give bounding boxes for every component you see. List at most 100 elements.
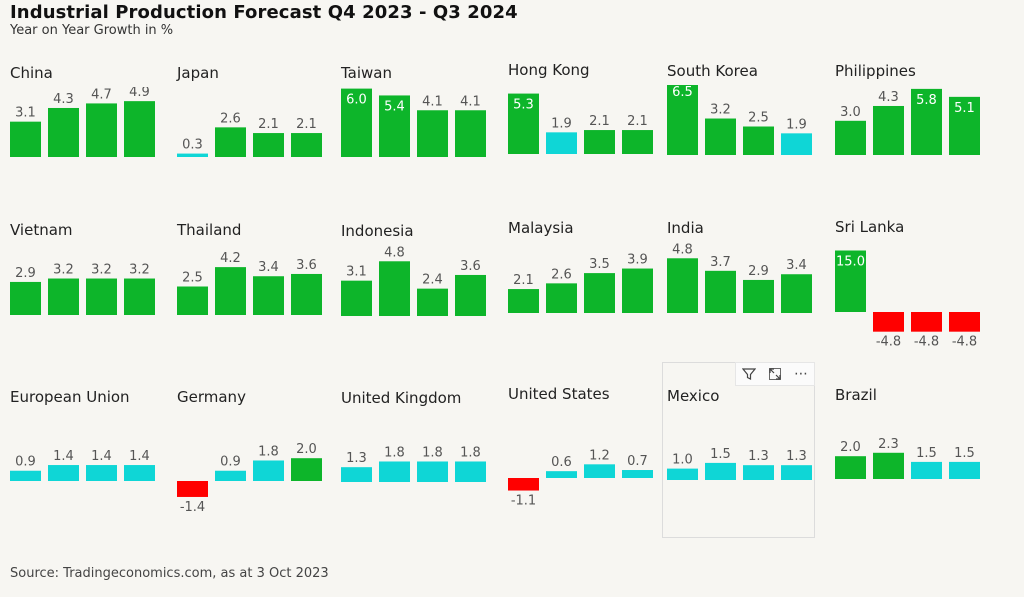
bar-south-korea-3[interactable] xyxy=(743,126,774,156)
bar-japan-3[interactable] xyxy=(253,133,284,157)
bar-sri-lanka-3[interactable] xyxy=(911,312,942,332)
data-label: 2.1 xyxy=(296,117,317,132)
bar-vietnam-3[interactable] xyxy=(86,278,117,315)
mini-bar-chart: 2.0 2.3 1.5 1.5 xyxy=(835,437,980,479)
data-label: 3.5 xyxy=(589,257,610,272)
bar-hong-kong-4[interactable] xyxy=(622,130,653,154)
bar-indonesia-1[interactable] xyxy=(341,280,372,316)
chart-subtitle: Year on Year Growth in % xyxy=(10,23,174,38)
bar-india-2[interactable] xyxy=(705,270,736,313)
bar-thailand-3[interactable] xyxy=(253,276,284,315)
bar-european-union-1[interactable] xyxy=(10,470,41,481)
bar-thailand-4[interactable] xyxy=(291,273,322,315)
bar-united-states-3[interactable] xyxy=(584,464,615,478)
bar-philippines-2[interactable] xyxy=(873,105,904,155)
panel-title-taiwan: Taiwan xyxy=(341,64,393,82)
bar-vietnam-4[interactable] xyxy=(124,278,155,315)
data-label: 3.2 xyxy=(91,263,112,278)
bar-china-1[interactable] xyxy=(10,121,41,157)
mini-bar-chart: 3.0 4.3 5.8 5.1 xyxy=(835,88,980,155)
bar-china-3[interactable] xyxy=(86,103,117,157)
bar-hong-kong-3[interactable] xyxy=(584,130,615,154)
bar-germany-3[interactable] xyxy=(253,460,284,481)
bar-hong-kong-2[interactable] xyxy=(546,132,577,154)
mini-bar-chart: 1.0 1.5 1.3 1.3 xyxy=(667,447,812,480)
bar-vietnam-1[interactable] xyxy=(10,281,41,315)
bar-sri-lanka-4[interactable] xyxy=(949,312,980,332)
bar-japan-2[interactable] xyxy=(215,127,246,157)
bar-philippines-1[interactable] xyxy=(835,120,866,155)
mini-bar-chart: -1.4 0.9 1.8 2.0 xyxy=(177,442,322,515)
data-label: 1.3 xyxy=(346,451,367,466)
bar-taiwan-2[interactable] xyxy=(379,95,410,157)
bar-japan-1[interactable] xyxy=(177,153,208,157)
data-label: 2.6 xyxy=(551,267,572,282)
panel-title-indonesia: Indonesia xyxy=(341,222,414,240)
bar-south-korea-4[interactable] xyxy=(781,133,812,155)
data-label: 1.2 xyxy=(589,448,610,463)
bar-germany-2[interactable] xyxy=(215,470,246,481)
bar-taiwan-3[interactable] xyxy=(417,110,448,157)
bar-mexico-2[interactable] xyxy=(705,462,736,480)
bar-united-kingdom-3[interactable] xyxy=(417,461,448,482)
bar-mexico-1[interactable] xyxy=(667,468,698,480)
bar-brazil-4[interactable] xyxy=(949,461,980,479)
bar-taiwan-1[interactable] xyxy=(341,88,372,157)
data-label: 1.8 xyxy=(258,444,279,459)
bar-vietnam-2[interactable] xyxy=(48,278,79,315)
bar-united-states-1[interactable] xyxy=(508,478,539,491)
bar-japan-4[interactable] xyxy=(291,133,322,157)
panel-title-european-union: European Union xyxy=(10,388,130,406)
bar-sri-lanka-2[interactable] xyxy=(873,312,904,332)
bar-european-union-2[interactable] xyxy=(48,465,79,481)
bar-brazil-2[interactable] xyxy=(873,452,904,479)
bar-china-4[interactable] xyxy=(124,101,155,157)
data-label: 2.0 xyxy=(296,442,317,457)
bar-united-kingdom-2[interactable] xyxy=(379,461,410,482)
bar-united-states-4[interactable] xyxy=(622,470,653,478)
bar-philippines-4[interactable] xyxy=(949,96,980,155)
bar-south-korea-2[interactable] xyxy=(705,118,736,155)
mini-bar-chart: 0.9 1.4 1.4 1.4 xyxy=(10,449,155,481)
bar-indonesia-2[interactable] xyxy=(379,261,410,316)
data-label: 3.1 xyxy=(15,106,36,121)
bar-european-union-3[interactable] xyxy=(86,465,117,481)
bar-united-kingdom-1[interactable] xyxy=(341,467,372,482)
data-label: 1.9 xyxy=(551,116,572,131)
bar-india-1[interactable] xyxy=(667,258,698,313)
expand-icon[interactable] xyxy=(765,364,785,384)
bar-brazil-3[interactable] xyxy=(911,461,942,479)
bar-taiwan-4[interactable] xyxy=(455,110,486,157)
data-label: 4.8 xyxy=(384,246,405,260)
bar-european-union-4[interactable] xyxy=(124,465,155,481)
bar-indonesia-3[interactable] xyxy=(417,288,448,316)
bar-china-2[interactable] xyxy=(48,107,79,157)
bar-united-kingdom-4[interactable] xyxy=(455,461,486,482)
bar-hong-kong-1[interactable] xyxy=(508,93,539,154)
more-options-icon[interactable]: ⋯ xyxy=(794,366,808,382)
bar-south-korea-1[interactable] xyxy=(667,85,698,155)
bar-malaysia-1[interactable] xyxy=(508,289,539,313)
bar-india-3[interactable] xyxy=(743,279,774,313)
data-label: 2.0 xyxy=(840,440,861,455)
bar-thailand-1[interactable] xyxy=(177,286,208,316)
filter-icon[interactable] xyxy=(739,364,759,384)
bar-malaysia-4[interactable] xyxy=(622,268,653,313)
mini-bar-chart: -1.1 0.6 1.2 0.7 xyxy=(508,448,653,509)
data-label: 5.1 xyxy=(954,101,975,116)
bar-brazil-1[interactable] xyxy=(835,456,866,479)
data-label: -4.8 xyxy=(914,335,939,350)
bar-mexico-4[interactable] xyxy=(781,465,812,480)
bar-philippines-3[interactable] xyxy=(911,88,942,155)
panel-title-malaysia: Malaysia xyxy=(508,219,574,237)
bar-sri-lanka-1[interactable] xyxy=(835,250,866,313)
bar-thailand-2[interactable] xyxy=(215,267,246,315)
bar-germany-4[interactable] xyxy=(291,458,322,481)
bar-germany-1[interactable] xyxy=(177,481,208,497)
bar-mexico-3[interactable] xyxy=(743,465,774,480)
bar-indonesia-4[interactable] xyxy=(455,274,486,316)
bar-malaysia-2[interactable] xyxy=(546,283,577,313)
bar-united-states-2[interactable] xyxy=(546,471,577,478)
bar-malaysia-3[interactable] xyxy=(584,273,615,313)
bar-india-4[interactable] xyxy=(781,274,812,313)
